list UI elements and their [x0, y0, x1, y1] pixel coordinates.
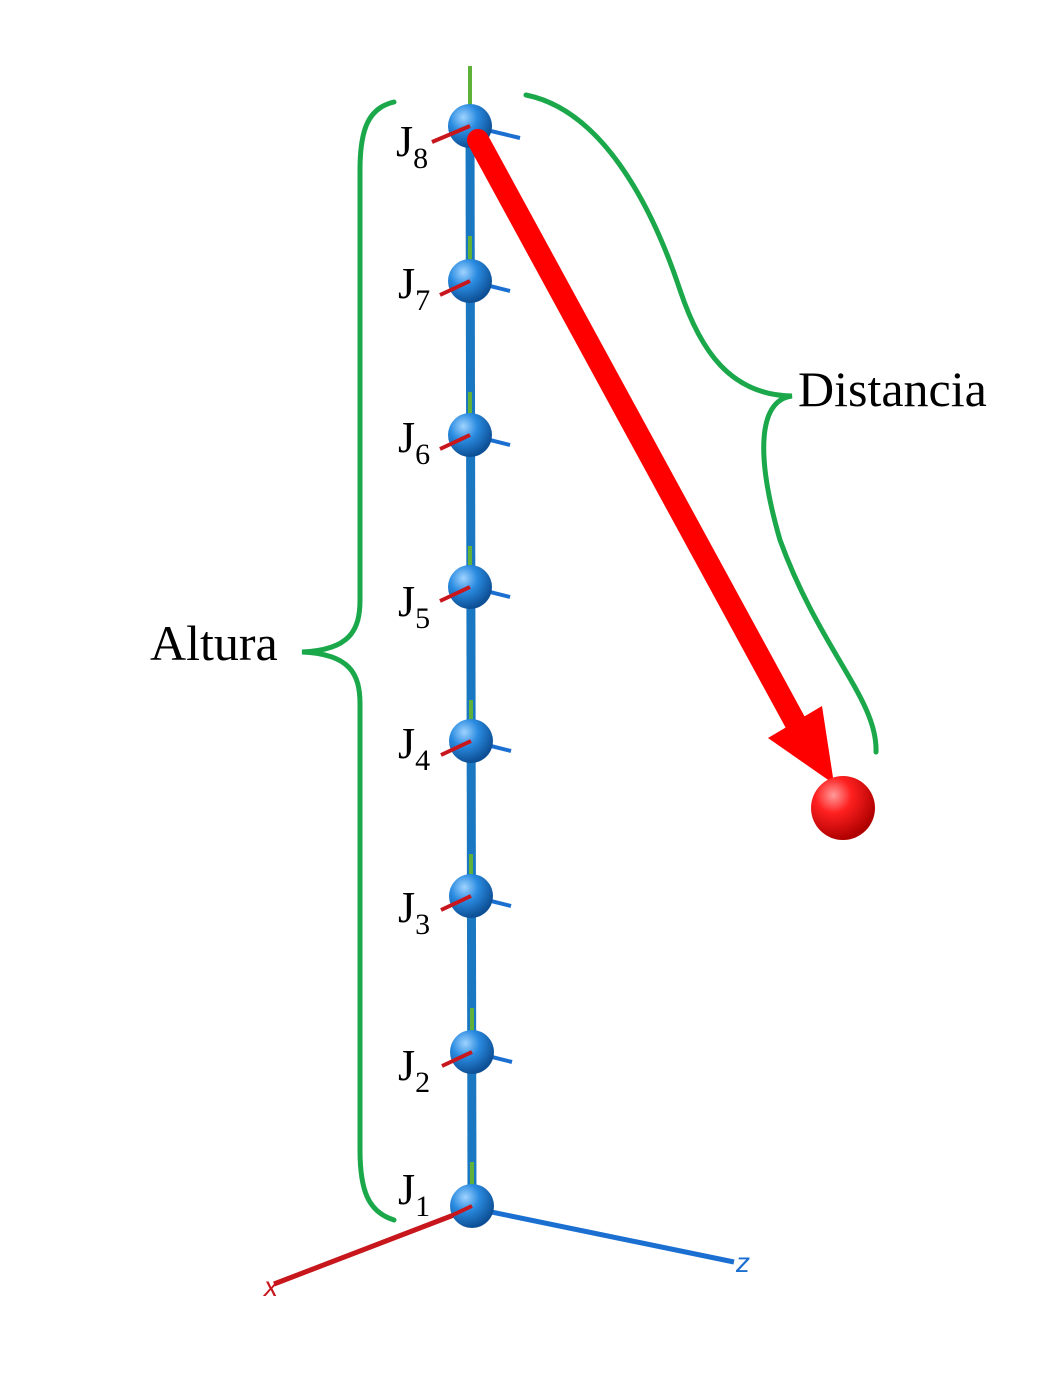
height-brace	[301, 99, 397, 1223]
joint-label-8: J8	[396, 117, 428, 175]
joint-5	[439, 546, 511, 609]
z-axis-label: z	[735, 1247, 750, 1278]
joint-spheres	[431, 95, 521, 1228]
joint-labels: J8 J7 J6 J5 J4 J3 J2 J1	[396, 117, 430, 1223]
joint-label-7: J7	[398, 259, 430, 317]
z-axis-line	[471, 1205, 735, 1265]
height-label: Altura	[150, 615, 278, 671]
joint-4	[440, 700, 512, 763]
joint-label-4: J4	[398, 719, 430, 777]
joint-label-6: J6	[398, 413, 430, 471]
distance-label: Distancia	[798, 361, 987, 417]
joint-2	[441, 1008, 513, 1074]
joint-1	[441, 1162, 494, 1228]
arrow-head-icon	[768, 706, 834, 784]
world-axes: x z	[262, 1205, 750, 1302]
x-axis-line	[273, 1205, 473, 1287]
distance-arrow	[467, 129, 834, 784]
arrow-shaft	[467, 129, 817, 753]
distance-brace	[523, 92, 879, 755]
joint-6	[439, 392, 511, 457]
joint-label-3: J3	[398, 883, 430, 941]
joint-label-5: J5	[398, 577, 430, 635]
joint-7	[439, 236, 511, 303]
joint-label-2: J2	[398, 1041, 430, 1099]
joint-label-1: J1	[398, 1165, 430, 1223]
x-axis-label: x	[262, 1271, 279, 1302]
joint-3	[440, 854, 512, 918]
target-sphere-icon	[811, 776, 875, 840]
